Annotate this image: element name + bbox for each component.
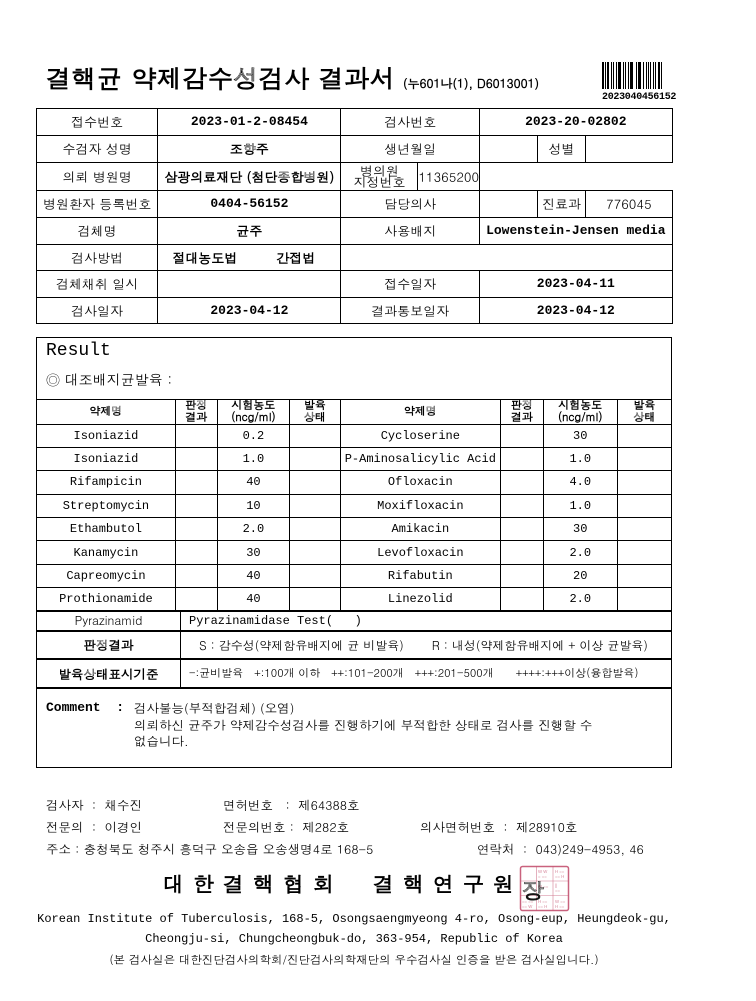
- svg-text:== H: == H: [555, 874, 564, 879]
- svg-text:H ==: H ==: [555, 904, 565, 909]
- svg-text:==: ==: [555, 888, 561, 893]
